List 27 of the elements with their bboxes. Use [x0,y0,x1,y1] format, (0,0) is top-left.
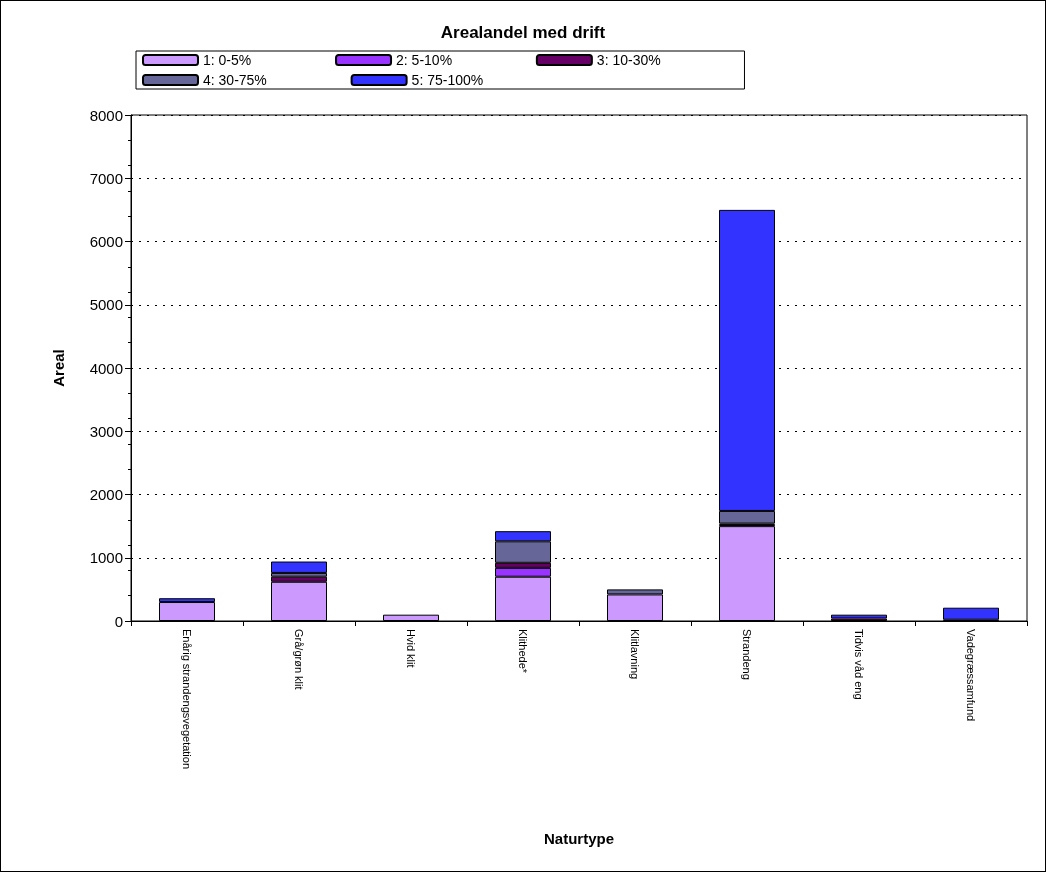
bar [271,561,327,573]
y-tick-label: 5000 [89,296,123,314]
x-tick-label: Klitlavning [629,629,641,680]
x-tick-label: Tidvis våd eng [853,629,865,700]
x-tick-label: Strandeng [741,629,753,680]
y-tick-label: 4000 [89,359,123,377]
x-axis-title: Naturtype [543,830,615,847]
y-tick-label: 8000 [89,106,123,124]
legend-label: 1: 0-5% [203,52,330,68]
y-tick-label: 6000 [89,233,123,250]
legend-label: 3: 10-30% [596,52,739,68]
legend-label: 5: 75-100% [411,72,562,88]
y-tick-label: 3000 [89,422,123,440]
y-tick-label: 1000 [89,549,123,567]
x-tick-label: Hvid klit [405,629,417,668]
legend-label: 2: 5-10% [396,52,530,68]
x-tick-label: Enårig strandengsvegetation [181,629,193,770]
x-tick-label: Klithede* [517,629,529,674]
y-tick-label: 2000 [89,486,123,503]
y-tick-label: 7000 [89,169,123,187]
chart-title: Arealandel med drift [440,23,606,42]
x-tick-label: Grå/grøn klit [293,629,305,690]
y-axis-title: Areal [50,349,67,387]
x-tick-label: Vadegræssamfund [965,629,977,722]
bar [831,614,887,619]
y-tick-label: 0 [114,612,123,630]
legend-label: 4: 30-75% [203,72,345,88]
